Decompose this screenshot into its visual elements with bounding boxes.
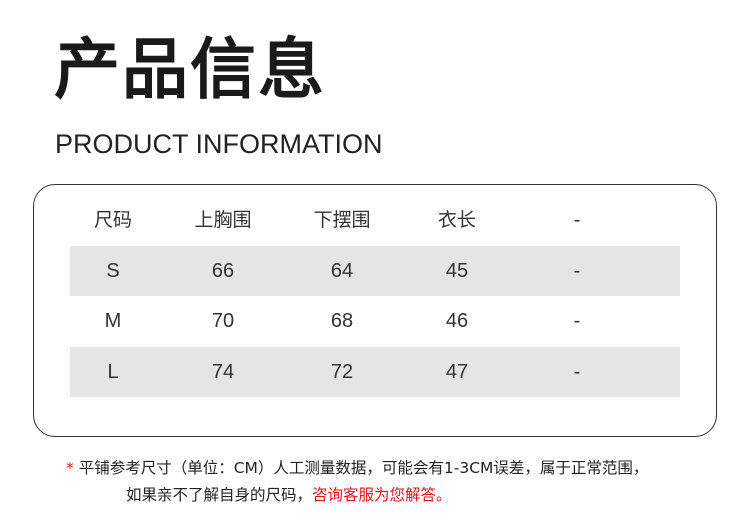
table-cell: - — [573, 361, 581, 383]
page-title: 产品信息 — [54, 31, 326, 108]
table-cell: 46 — [445, 310, 469, 332]
header-cell: 下摆围 — [313, 209, 371, 231]
note-line-2: 如果亲不了解自身的尺码， — [126, 486, 313, 504]
header-cell: 上胸围 — [194, 209, 252, 231]
table-cell: 66 — [211, 260, 235, 282]
table-cell: 74 — [211, 361, 235, 383]
table-cell: 47 — [445, 361, 469, 383]
table-cell: - — [573, 310, 581, 332]
measurement-note: * 平铺参考尺寸（单位：CM）人工测量数据，可能会有1-3CM误差，属于正常范围… — [66, 457, 648, 479]
table-cell: 72 — [330, 361, 354, 383]
table-cell: 64 — [330, 260, 354, 282]
table-cell: S — [106, 260, 120, 282]
table-cell: - — [573, 260, 581, 282]
size-table-frame — [33, 184, 717, 437]
table-row: S 66 64 45 - — [70, 246, 680, 296]
customer-service-hint: 咨询客服为您解答。 — [312, 486, 452, 504]
table-cell: M — [104, 310, 122, 332]
page-subtitle: PRODUCT INFORMATION — [55, 129, 383, 159]
note-line-1: 平铺参考尺寸（单位：CM）人工测量数据，可能会有1-3CM误差，属于正常范围， — [78, 459, 649, 477]
table-header-row: 尺码 上胸围 下摆围 衣长 - — [70, 195, 680, 245]
table-cell: 45 — [445, 260, 469, 282]
measurement-note-2: 如果亲不了解自身的尺码，咨询客服为您解答。 — [126, 484, 452, 506]
table-row: M 70 68 46 - — [70, 296, 680, 346]
header-cell: 衣长 — [437, 209, 476, 231]
asterisk-mark: * — [66, 459, 74, 477]
header-cell: - — [573, 209, 581, 231]
table-cell: 68 — [330, 310, 354, 332]
table-cell: 70 — [211, 310, 235, 332]
table-row: L 74 72 47 - — [70, 347, 680, 397]
table-cell: L — [107, 361, 119, 383]
header-cell: 尺码 — [93, 209, 132, 231]
